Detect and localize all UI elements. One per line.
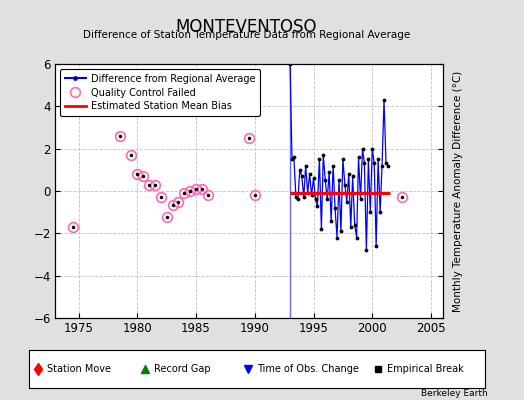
- Text: MONTEVENTOSO: MONTEVENTOSO: [176, 18, 317, 36]
- Text: Time of Obs. Change: Time of Obs. Change: [257, 364, 358, 374]
- Y-axis label: Monthly Temperature Anomaly Difference (°C): Monthly Temperature Anomaly Difference (…: [453, 70, 463, 312]
- Text: Station Move: Station Move: [47, 364, 111, 374]
- Text: Empirical Break: Empirical Break: [387, 364, 463, 374]
- Text: Difference of Station Temperature Data from Regional Average: Difference of Station Temperature Data f…: [83, 30, 410, 40]
- Legend: Difference from Regional Average, Quality Control Failed, Estimated Station Mean: Difference from Regional Average, Qualit…: [60, 69, 260, 116]
- Text: Berkeley Earth: Berkeley Earth: [421, 389, 487, 398]
- Text: Record Gap: Record Gap: [154, 364, 211, 374]
